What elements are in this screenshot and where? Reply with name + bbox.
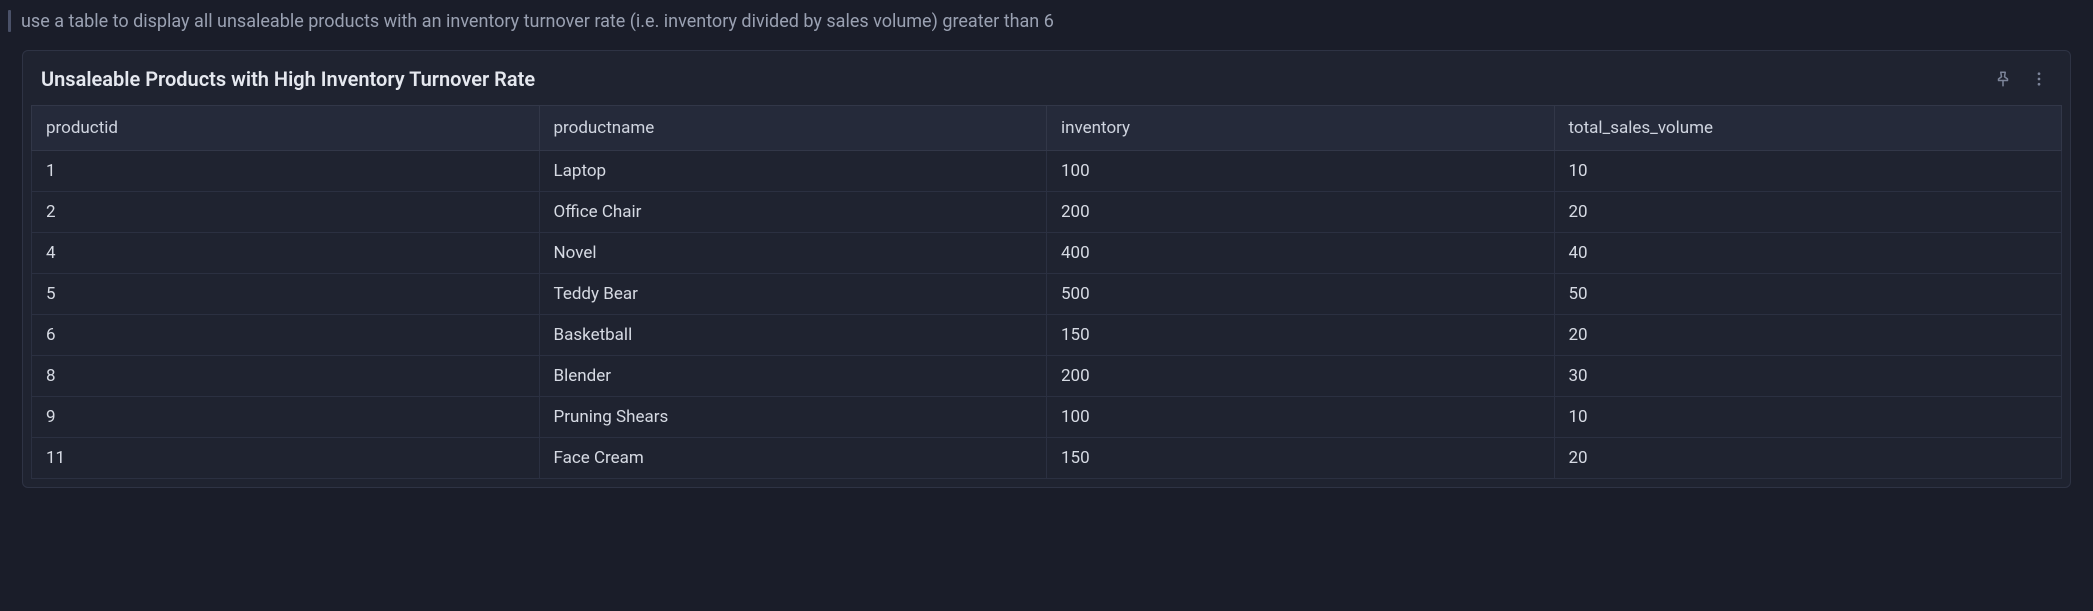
table-cell: Face Cream [539,438,1047,479]
prompt-indicator [8,10,11,32]
table-row[interactable]: 11Face Cream15020 [32,438,2062,479]
col-total-sales-volume[interactable]: total_sales_volume [1554,106,2062,151]
table-cell: Teddy Bear [539,274,1047,315]
table-cell: Pruning Shears [539,397,1047,438]
table-cell: 400 [1047,233,1555,274]
table-cell: 40 [1554,233,2062,274]
table-row[interactable]: 6Basketball15020 [32,315,2062,356]
prompt-text: use a table to display all unsaleable pr… [21,11,1054,32]
table-head: productid productname inventory total_sa… [32,106,2062,151]
table-cell: 20 [1554,438,2062,479]
result-card: Unsaleable Products with High Inventory … [22,50,2071,488]
table-cell: 100 [1047,151,1555,192]
table-wrap: productid productname inventory total_sa… [23,105,2070,487]
table-cell: 10 [1554,397,2062,438]
table-row[interactable]: 9Pruning Shears10010 [32,397,2062,438]
table-cell: 6 [32,315,540,356]
table-body: 1Laptop100102Office Chair200204Novel4004… [32,151,2062,479]
table-cell: 200 [1047,192,1555,233]
table-cell: 150 [1047,315,1555,356]
table-row[interactable]: 2Office Chair20020 [32,192,2062,233]
table-row[interactable]: 4Novel40040 [32,233,2062,274]
table-cell: 9 [32,397,540,438]
col-productid[interactable]: productid [32,106,540,151]
table-row[interactable]: 1Laptop10010 [32,151,2062,192]
table-cell: Blender [539,356,1047,397]
table-cell: Laptop [539,151,1047,192]
table-cell: 1 [32,151,540,192]
table-cell: 500 [1047,274,1555,315]
more-icon[interactable] [2028,68,2050,90]
table-cell: 11 [32,438,540,479]
prompt-bar: use a table to display all unsaleable pr… [0,0,2093,46]
card-title: Unsaleable Products with High Inventory … [41,67,535,91]
table-cell: 2 [32,192,540,233]
col-inventory[interactable]: inventory [1047,106,1555,151]
table-cell: 5 [32,274,540,315]
table-cell: Basketball [539,315,1047,356]
table-cell: 10 [1554,151,2062,192]
table-cell: 50 [1554,274,2062,315]
col-productname[interactable]: productname [539,106,1047,151]
table-header-row: productid productname inventory total_sa… [32,106,2062,151]
table-row[interactable]: 5Teddy Bear50050 [32,274,2062,315]
table-cell: 150 [1047,438,1555,479]
card-header: Unsaleable Products with High Inventory … [23,51,2070,105]
table-row[interactable]: 8Blender20030 [32,356,2062,397]
table-cell: Office Chair [539,192,1047,233]
table-cell: 8 [32,356,540,397]
table-cell: 200 [1047,356,1555,397]
card-actions [1992,68,2050,90]
table-cell: 20 [1554,192,2062,233]
table-cell: Novel [539,233,1047,274]
table-cell: 20 [1554,315,2062,356]
results-table: productid productname inventory total_sa… [31,105,2062,479]
table-cell: 4 [32,233,540,274]
pin-icon[interactable] [1992,68,2014,90]
table-cell: 30 [1554,356,2062,397]
table-cell: 100 [1047,397,1555,438]
